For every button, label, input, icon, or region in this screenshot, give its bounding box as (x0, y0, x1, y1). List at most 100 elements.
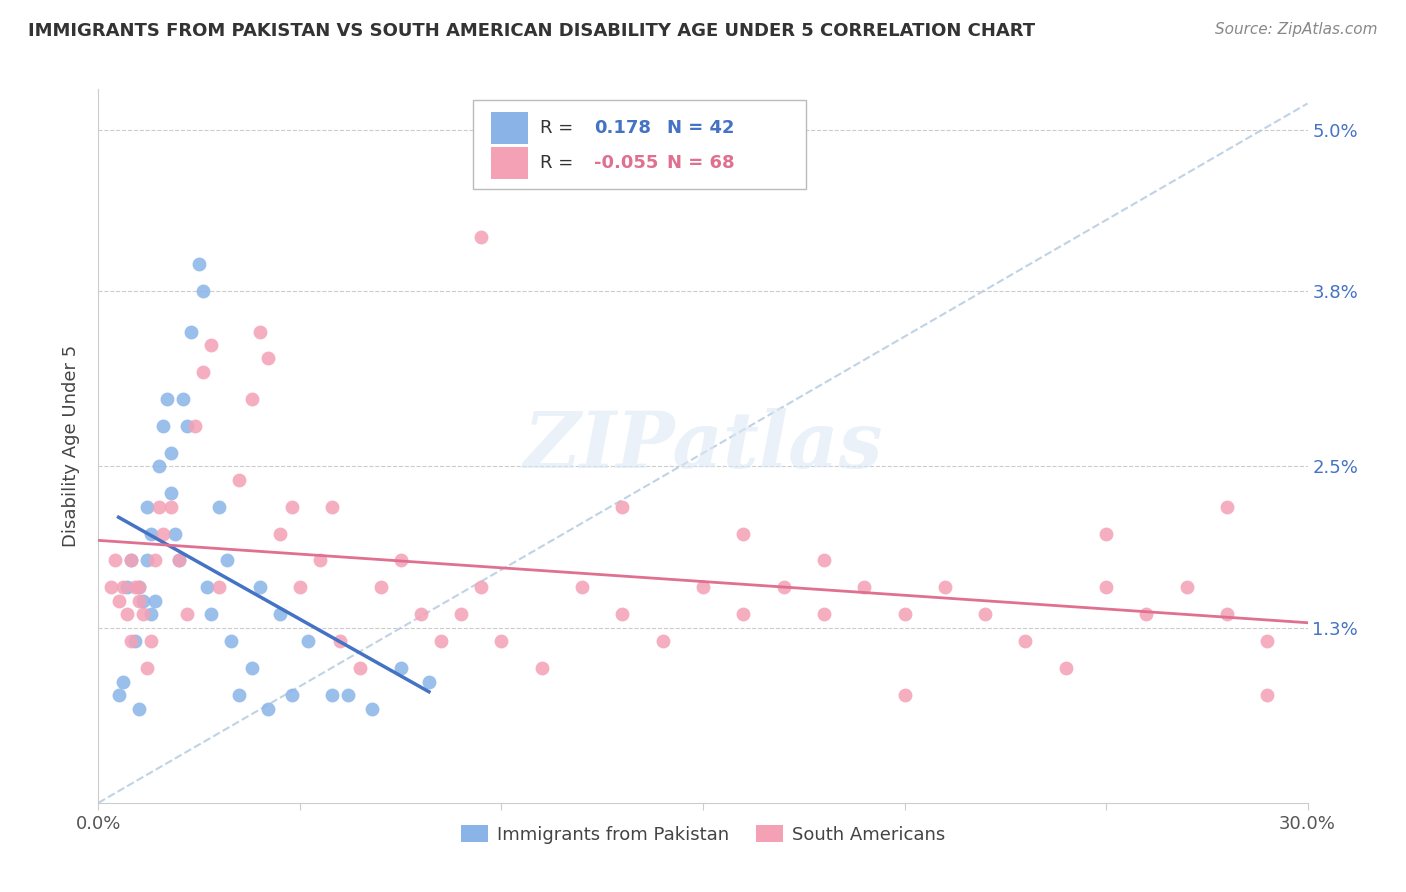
Point (148, 459, 170, 474)
Point (370, 580, 392, 594)
Point (256, 701, 278, 715)
Point (470, 230, 492, 244)
Point (167, 553, 190, 567)
Point (288, 580, 311, 594)
Point (221, 634, 243, 648)
Point (240, 392, 263, 406)
Point (1095, 526, 1118, 541)
Point (249, 580, 271, 594)
Point (361, 701, 384, 715)
Point (281, 500, 304, 514)
Point (176, 418, 198, 433)
Point (132, 594, 155, 608)
Point (409, 607, 432, 622)
FancyBboxPatch shape (492, 146, 527, 178)
Point (281, 688, 304, 702)
Point (156, 392, 179, 406)
Point (128, 594, 150, 608)
Point (184, 418, 207, 433)
Text: 0.178: 0.178 (595, 120, 651, 137)
Point (491, 634, 513, 648)
Point (217, 553, 239, 567)
Text: ZIPatlas: ZIPatlas (523, 408, 883, 484)
Point (813, 553, 835, 567)
Point (1095, 580, 1118, 594)
Point (124, 580, 146, 594)
Point (143, 594, 166, 608)
Point (240, 661, 263, 675)
Point (470, 580, 492, 594)
Point (389, 553, 412, 567)
Point (813, 607, 835, 622)
Point (148, 500, 170, 514)
Point (120, 553, 142, 567)
Point (297, 634, 319, 648)
Y-axis label: Disability Age Under 5: Disability Age Under 5 (62, 345, 80, 547)
Point (228, 688, 250, 702)
Point (100, 580, 122, 594)
Point (228, 473, 250, 487)
Point (163, 526, 186, 541)
Point (103, 553, 125, 567)
Text: Source: ZipAtlas.com: Source: ZipAtlas.com (1215, 22, 1378, 37)
Point (180, 325, 202, 339)
Point (269, 526, 291, 541)
Point (733, 607, 755, 622)
Point (160, 500, 183, 514)
Text: -0.055: -0.055 (595, 153, 658, 171)
Point (152, 526, 174, 541)
Point (120, 553, 142, 567)
Point (733, 526, 755, 541)
Point (139, 526, 162, 541)
Point (1256, 634, 1278, 648)
Point (329, 634, 352, 648)
Text: R =: R = (540, 153, 574, 171)
Point (143, 553, 166, 567)
Point (692, 580, 714, 594)
Point (160, 486, 183, 500)
Point (612, 607, 634, 622)
Point (115, 607, 138, 622)
Point (1216, 500, 1239, 514)
FancyBboxPatch shape (474, 100, 806, 189)
Point (107, 688, 129, 702)
Point (135, 553, 157, 567)
Point (309, 553, 332, 567)
Point (256, 351, 278, 366)
Point (128, 580, 150, 594)
Text: IMMIGRANTS FROM PAKISTAN VS SOUTH AMERICAN DISABILITY AGE UNDER 5 CORRELATION CH: IMMIGRANTS FROM PAKISTAN VS SOUTH AMERIC… (28, 22, 1035, 40)
Point (200, 607, 222, 622)
Point (160, 446, 183, 460)
Point (349, 661, 371, 675)
Point (128, 580, 150, 594)
Point (139, 634, 162, 648)
Point (612, 500, 634, 514)
Point (450, 607, 472, 622)
Text: R =: R = (540, 120, 574, 137)
Point (1216, 607, 1239, 622)
Point (418, 674, 440, 689)
Point (124, 634, 146, 648)
Point (188, 257, 211, 271)
Point (893, 688, 915, 702)
Point (111, 580, 134, 594)
Point (132, 607, 155, 622)
Point (1014, 634, 1036, 648)
Point (1256, 688, 1278, 702)
Text: N = 68: N = 68 (666, 153, 734, 171)
Point (269, 607, 291, 622)
Point (772, 580, 794, 594)
Point (571, 580, 593, 594)
Point (321, 688, 343, 702)
Point (249, 325, 271, 339)
Point (651, 634, 673, 648)
Point (1135, 607, 1157, 622)
Point (1175, 580, 1198, 594)
Point (139, 607, 162, 622)
FancyBboxPatch shape (492, 112, 527, 145)
Point (135, 661, 157, 675)
Point (120, 634, 142, 648)
Point (115, 580, 138, 594)
Point (530, 661, 553, 675)
Point (934, 580, 956, 594)
